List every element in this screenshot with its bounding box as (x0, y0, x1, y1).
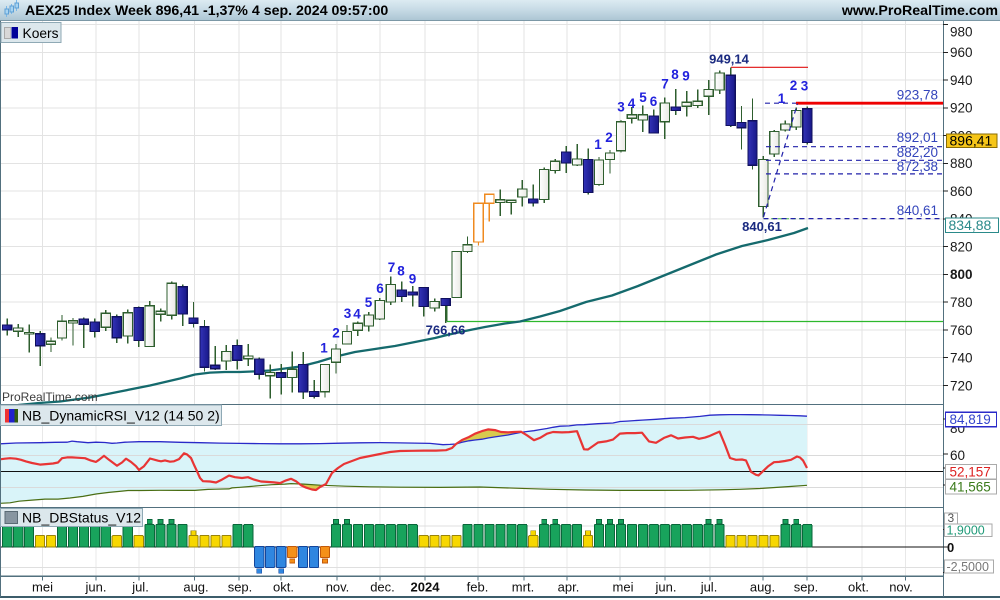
svg-text:3: 3 (344, 306, 352, 321)
svg-text:7: 7 (388, 260, 396, 275)
svg-text:NB_DBStatus_V12: NB_DBStatus_V12 (22, 510, 141, 526)
svg-text:960: 960 (950, 45, 973, 60)
svg-text:940: 940 (950, 73, 973, 88)
svg-text:jul.: jul. (700, 580, 718, 595)
svg-text:apr.: apr. (558, 580, 580, 595)
svg-text:766,66: 766,66 (426, 323, 466, 338)
svg-text:7: 7 (661, 76, 669, 91)
svg-text:4: 4 (628, 96, 636, 111)
svg-text:872,38: 872,38 (897, 159, 938, 174)
svg-text:949,14: 949,14 (709, 52, 750, 67)
svg-text:6: 6 (650, 94, 658, 109)
svg-text:www.ProRealTime.com: www.ProRealTime.com (841, 3, 998, 19)
svg-text:800: 800 (950, 267, 973, 282)
svg-text:860: 860 (950, 184, 973, 199)
svg-text:3: 3 (801, 79, 809, 94)
svg-text:-2,5000: -2,5000 (947, 560, 989, 574)
svg-text:1: 1 (594, 137, 602, 152)
svg-text:9: 9 (682, 69, 690, 84)
svg-text:820: 820 (950, 240, 973, 255)
svg-text:nov.: nov. (889, 580, 913, 595)
svg-text:1,9000: 1,9000 (947, 524, 985, 538)
svg-text:840,61: 840,61 (897, 203, 938, 218)
svg-text:3: 3 (948, 511, 955, 525)
svg-text:880: 880 (950, 156, 973, 171)
svg-text:5: 5 (639, 90, 647, 105)
svg-text:AEX25 Index Week 896,41 -1,37%: AEX25 Index Week 896,41 -1,37% 4 sep. 20… (25, 3, 388, 19)
svg-text:1: 1 (778, 91, 786, 106)
svg-text:mrt.: mrt. (512, 580, 534, 595)
svg-text:720: 720 (950, 378, 973, 393)
svg-text:892,01: 892,01 (897, 130, 938, 145)
svg-text:840,61: 840,61 (742, 219, 782, 234)
svg-text:84,819: 84,819 (950, 412, 991, 427)
svg-text:780: 780 (950, 295, 973, 310)
svg-text:2: 2 (332, 325, 340, 340)
svg-text:2024: 2024 (411, 580, 441, 595)
svg-text:jul.: jul. (131, 580, 149, 595)
svg-text:9: 9 (409, 271, 417, 286)
svg-text:mei: mei (613, 580, 634, 595)
svg-text:0: 0 (947, 540, 954, 555)
svg-text:60: 60 (950, 448, 965, 463)
svg-text:nov.: nov. (326, 580, 350, 595)
svg-text:sep.: sep. (228, 580, 253, 595)
svg-text:feb.: feb. (467, 580, 489, 595)
svg-text:aug.: aug. (750, 580, 775, 595)
svg-text:2: 2 (605, 130, 613, 145)
svg-text:4: 4 (353, 306, 361, 321)
svg-text:5: 5 (365, 295, 373, 310)
svg-text:dec.: dec. (370, 580, 395, 595)
svg-text:okt.: okt. (848, 580, 869, 595)
svg-text:2: 2 (790, 78, 798, 93)
svg-text:923,78: 923,78 (897, 88, 938, 103)
svg-text:760: 760 (950, 323, 973, 338)
svg-text:980: 980 (950, 24, 973, 39)
svg-text:jun.: jun. (655, 580, 677, 595)
svg-text:jun.: jun. (85, 580, 107, 595)
svg-text:NB_DynamicRSI_V12 (14 50 2): NB_DynamicRSI_V12 (14 50 2) (22, 408, 220, 424)
svg-text:834,88: 834,88 (949, 217, 992, 233)
svg-text:740: 740 (950, 351, 973, 366)
svg-text:sep.: sep. (794, 580, 819, 595)
svg-text:aug.: aug. (183, 580, 208, 595)
svg-text:41,565: 41,565 (950, 480, 991, 495)
svg-text:896,41: 896,41 (950, 132, 993, 148)
svg-text:3: 3 (617, 99, 625, 114)
svg-text:mei: mei (32, 580, 53, 595)
svg-text:Koers: Koers (23, 26, 59, 41)
svg-text:52,157: 52,157 (950, 465, 991, 480)
svg-text:6: 6 (376, 281, 384, 296)
svg-text:8: 8 (671, 67, 679, 82)
svg-text:920: 920 (950, 101, 973, 116)
svg-text:ProRealTime.com: ProRealTime.com (2, 390, 98, 404)
svg-text:8: 8 (397, 263, 405, 278)
svg-text:okt.: okt. (273, 580, 294, 595)
svg-text:882,20: 882,20 (897, 145, 938, 160)
svg-text:1: 1 (320, 340, 328, 355)
